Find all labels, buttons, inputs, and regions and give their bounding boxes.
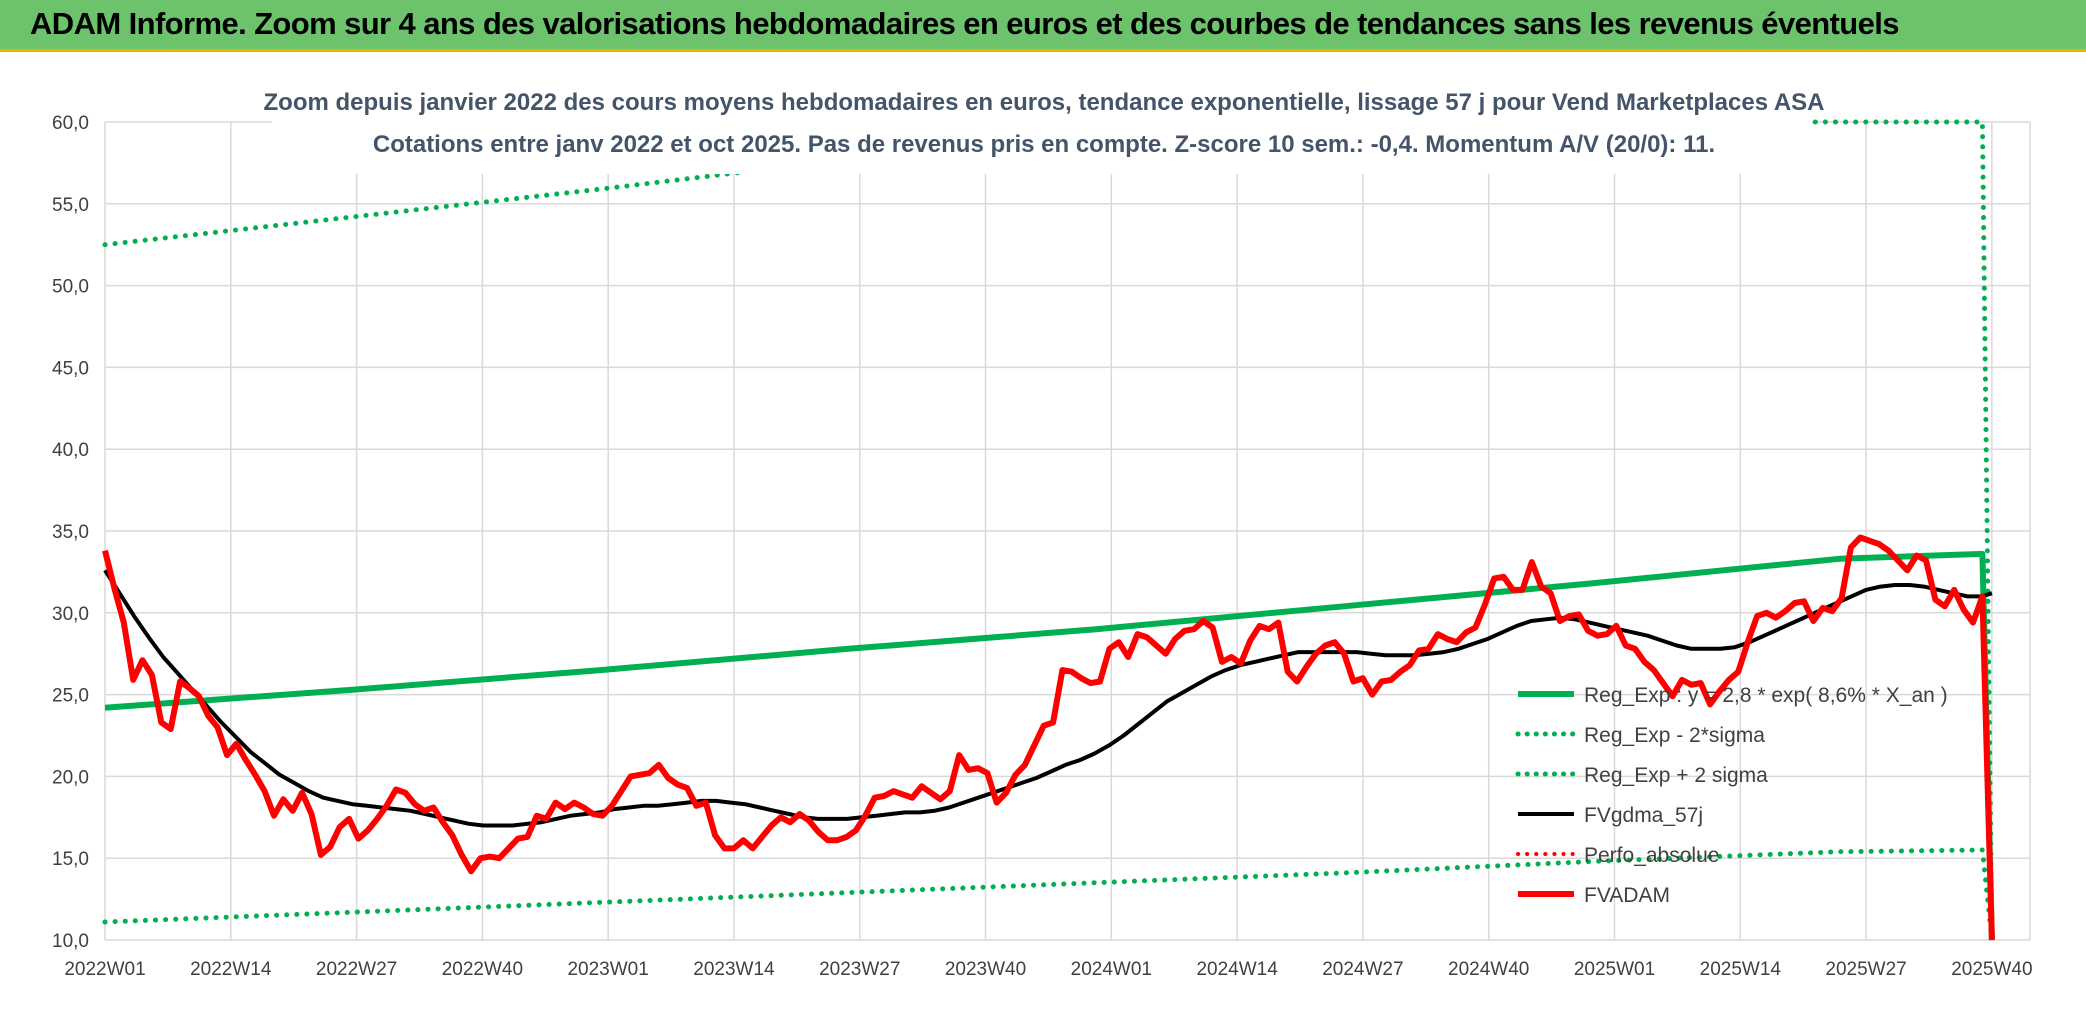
x-tick-label: 2024W01 <box>1071 959 1152 980</box>
x-tick-label: 2025W01 <box>1574 959 1655 980</box>
banner: ADAM Informe. Zoom sur 4 ans des valoris… <box>0 0 2086 52</box>
y-tick-label: 10,0 <box>52 931 89 952</box>
y-tick-label: 45,0 <box>52 358 89 379</box>
series-line-3 <box>103 569 1993 828</box>
x-tick-label: 2022W27 <box>316 959 397 980</box>
legend-entry: Perfo_absolue <box>1584 844 1719 867</box>
x-tick-label: 2022W14 <box>190 959 272 980</box>
x-tick-label: 2023W27 <box>819 959 900 980</box>
y-tick-label: 15,0 <box>52 849 89 870</box>
y-axis: 10,0 15,0 20,0 25,0 30,0 35,0 40,0 45,0 50,0 55,0… <box>52 113 89 952</box>
x-tick-label: 2023W40 <box>945 959 1026 980</box>
y-tick-label: 55,0 <box>52 195 89 216</box>
chart-title: Zoom depuis janvier 2022 des cours moyen… <box>264 89 1825 116</box>
x-tick-label: 2025W14 <box>1700 959 1782 980</box>
y-tick-label: 30,0 <box>52 604 89 625</box>
chart-subtitle: Cotations entre janv 2022 et oct 2025. P… <box>373 131 1715 158</box>
x-tick-label: 2025W27 <box>1825 959 1906 980</box>
y-tick-label: 20,0 <box>52 767 89 788</box>
x-tick-label: 2024W40 <box>1448 959 1529 980</box>
x-tick-label: 2022W01 <box>64 959 145 980</box>
y-tick-label: 50,0 <box>52 277 89 298</box>
x-tick-label: 2025W40 <box>1951 959 2032 980</box>
series-line-0 <box>104 550 1995 941</box>
x-tick-label: 2022W40 <box>442 959 523 980</box>
y-tick-label: 60,0 <box>52 113 89 134</box>
series-line-5 <box>102 534 1995 941</box>
legend-entry: FVADAM <box>1584 884 1670 907</box>
legend-entry: Reg_Exp + 2 sigma <box>1584 764 1768 787</box>
series-line-1 <box>102 847 1995 943</box>
legend-entry: FVgdma_57j <box>1584 804 1703 827</box>
x-tick-label: 2024W14 <box>1196 959 1278 980</box>
chart-frame: 10,0 15,0 20,0 25,0 30,0 35,0 40,0 45,0 50,0 55,0… <box>0 52 2086 1031</box>
chart: 10,0 15,0 20,0 25,0 30,0 35,0 40,0 45,0 50,0 55,0… <box>0 52 2086 1031</box>
banner-title: ADAM Informe. Zoom sur 4 ans des valoris… <box>30 6 1900 41</box>
legend: Reg_Exp : y = 2,8 * exp( 8,6% * X_an ) Re… <box>1515 684 1948 907</box>
title-backdrop <box>272 78 1812 174</box>
y-tick-label: 40,0 <box>52 440 89 461</box>
x-tick-label: 2024W27 <box>1322 959 1403 980</box>
chart-background <box>0 52 2086 1031</box>
x-axis: 2022W01 2022W14 2022W27 2022W40 2023W01 2023W… <box>64 959 2032 980</box>
legend-entry: Reg_Exp : y = 2,8 * exp( 8,6% * X_an ) <box>1584 684 1948 707</box>
x-tick-label: 2023W14 <box>693 959 775 980</box>
x-tick-label: 2023W01 <box>567 959 648 980</box>
y-tick-label: 25,0 <box>52 686 89 707</box>
y-tick-label: 35,0 <box>52 522 89 543</box>
legend-entry: Reg_Exp - 2*sigma <box>1584 724 1765 747</box>
